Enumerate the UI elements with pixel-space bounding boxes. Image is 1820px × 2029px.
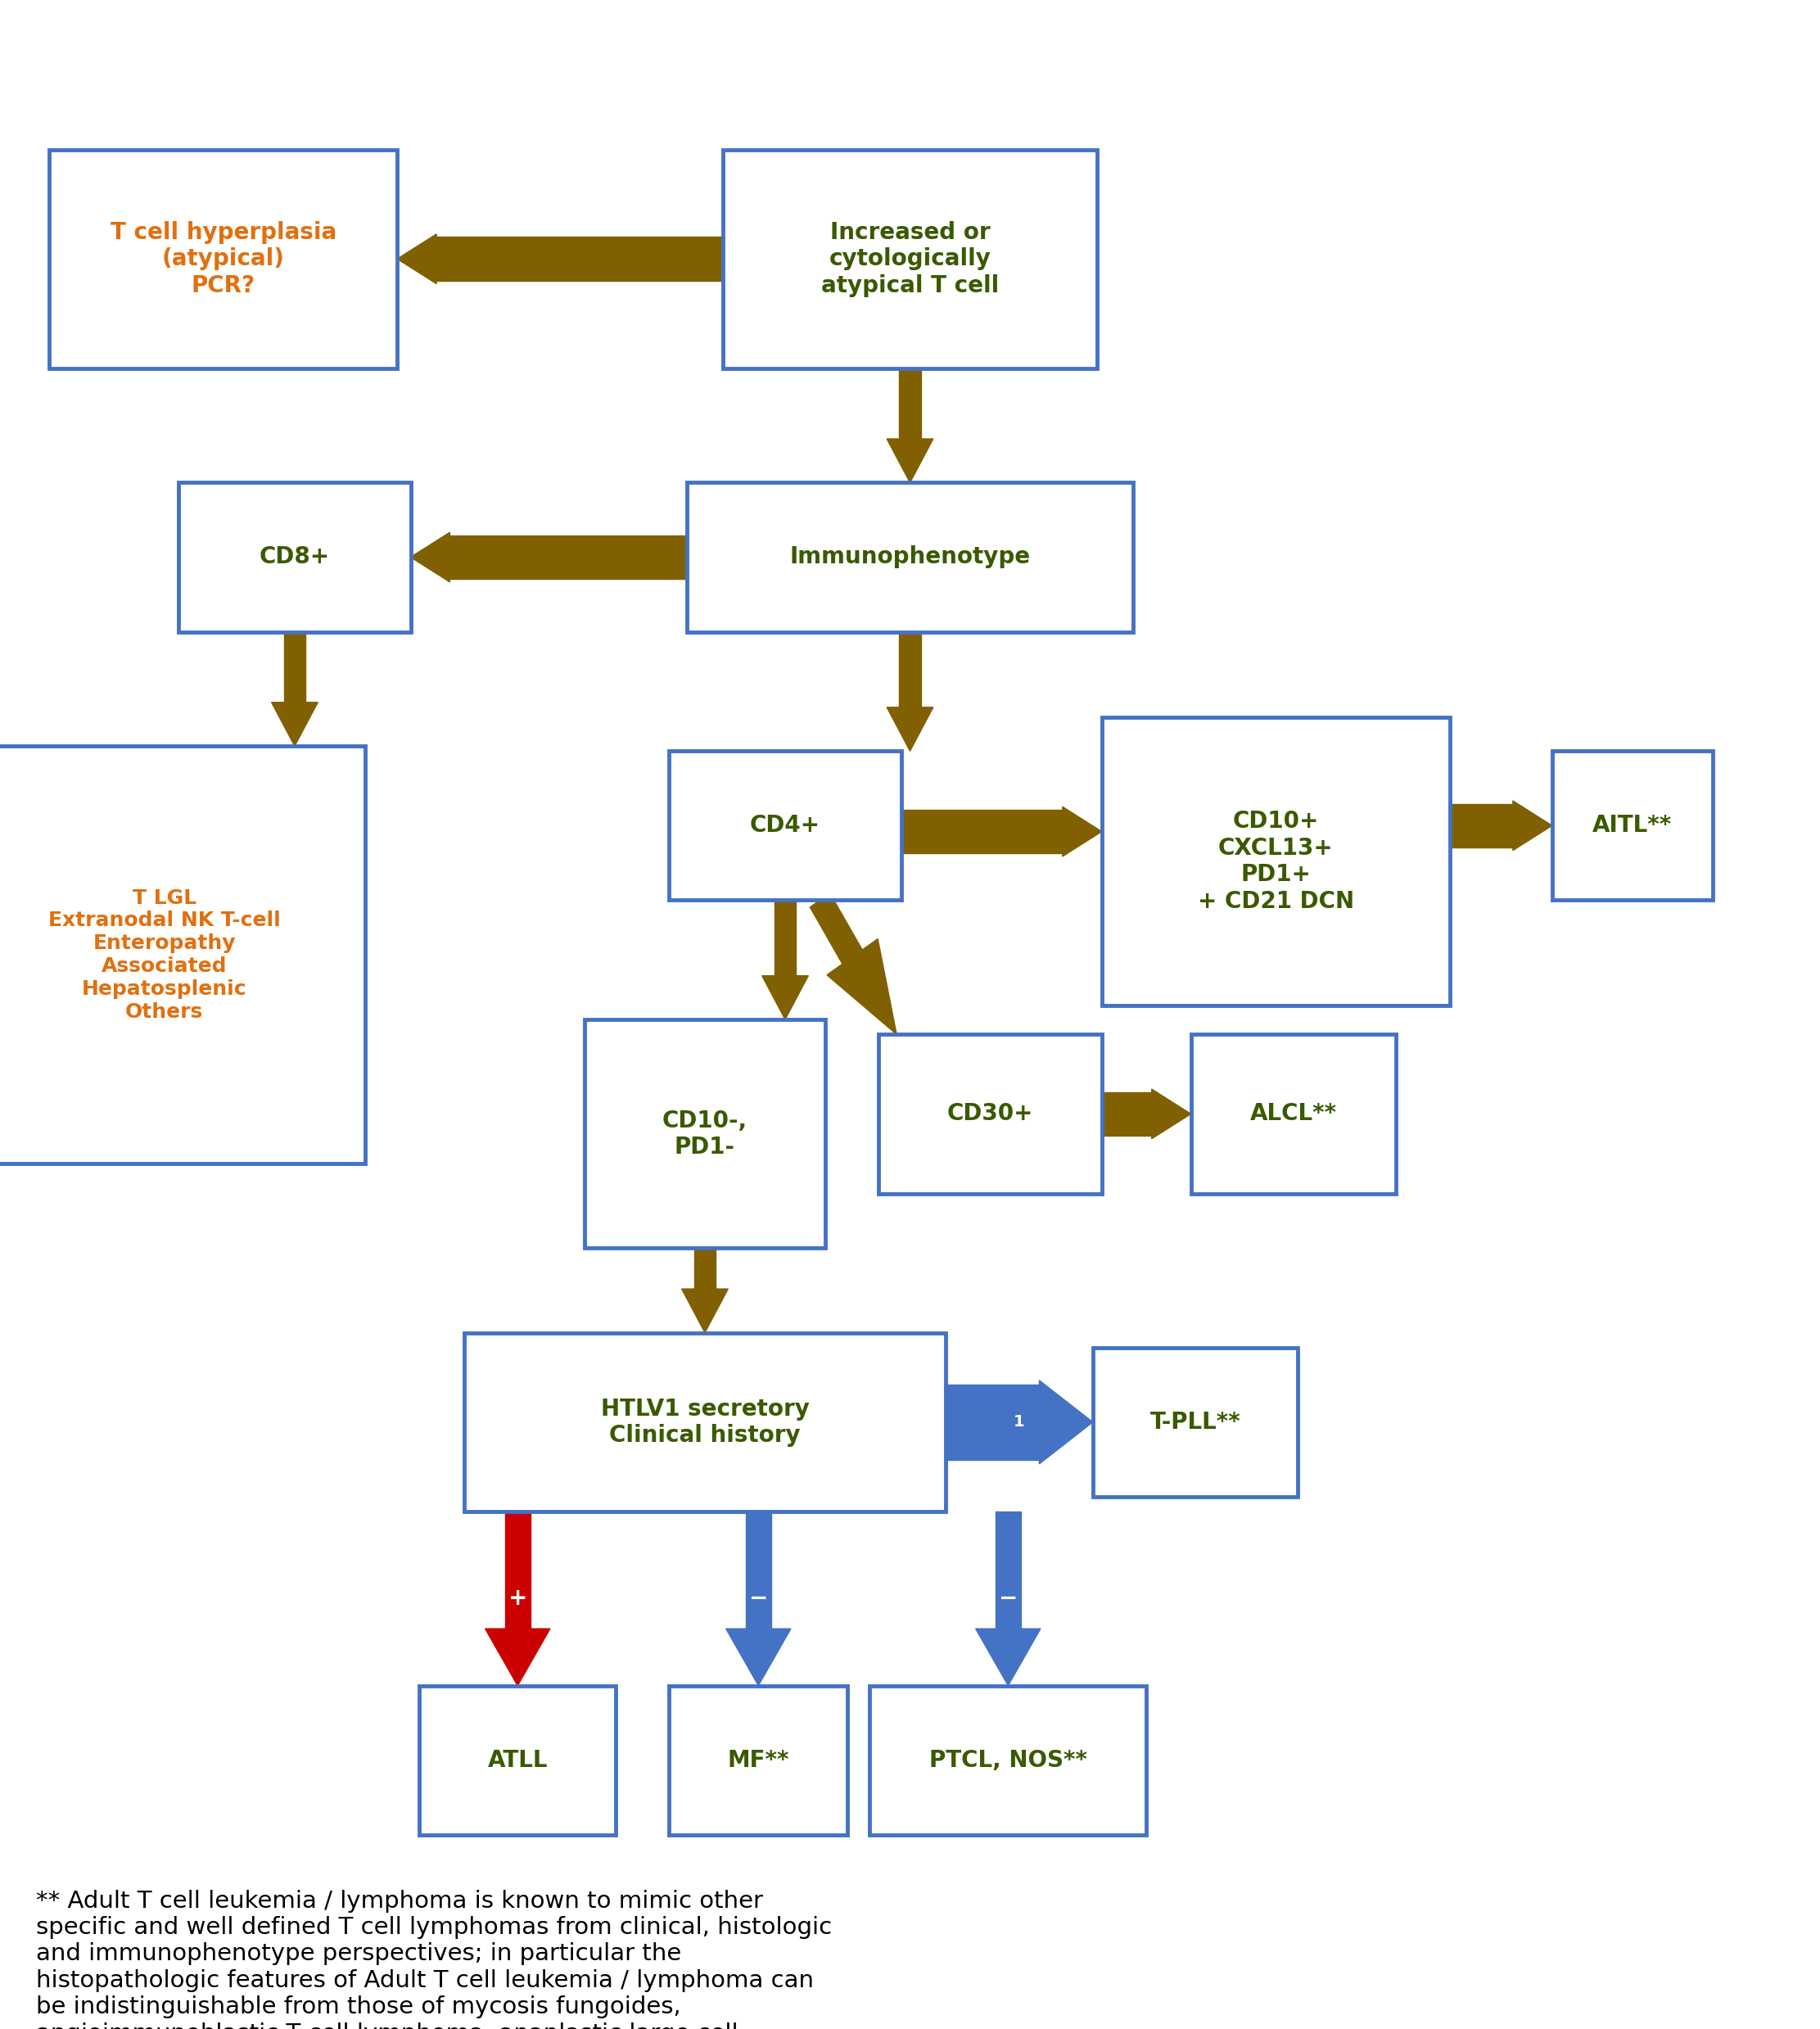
Polygon shape <box>1039 1380 1092 1463</box>
Polygon shape <box>726 1629 792 1686</box>
Polygon shape <box>1063 808 1101 856</box>
Text: HTLV1 secretory
Clinical history: HTLV1 secretory Clinical history <box>601 1398 810 1447</box>
Polygon shape <box>886 438 934 483</box>
Polygon shape <box>1449 803 1512 848</box>
FancyBboxPatch shape <box>870 1686 1147 1834</box>
FancyBboxPatch shape <box>1101 716 1449 1006</box>
Text: 1: 1 <box>1014 1414 1025 1430</box>
Text: Increased or
cytologically
atypical T cell: Increased or cytologically atypical T ce… <box>821 221 999 296</box>
FancyBboxPatch shape <box>670 1686 848 1834</box>
Text: Immunophenotype: Immunophenotype <box>790 546 1030 568</box>
FancyBboxPatch shape <box>584 1019 824 1248</box>
Text: ALCL**: ALCL** <box>1250 1102 1338 1126</box>
Polygon shape <box>826 939 897 1035</box>
Polygon shape <box>271 702 318 747</box>
Text: −: − <box>999 1587 1017 1611</box>
Polygon shape <box>976 1629 1041 1686</box>
Text: T-PLL**: T-PLL** <box>1150 1410 1241 1435</box>
Text: T LGL
Extranodal NK T-cell
Enteropathy
Associated
Hepatosplenic
Others: T LGL Extranodal NK T-cell Enteropathy A… <box>49 889 280 1021</box>
Polygon shape <box>996 1512 1021 1629</box>
Text: MF**: MF** <box>728 1749 790 1771</box>
Text: +: + <box>508 1587 528 1611</box>
Polygon shape <box>437 237 723 280</box>
Polygon shape <box>693 1248 715 1288</box>
Polygon shape <box>397 233 437 284</box>
FancyBboxPatch shape <box>1552 751 1713 901</box>
Text: CD30+: CD30+ <box>946 1102 1034 1126</box>
Text: CD10-,
PD1-: CD10-, PD1- <box>662 1110 748 1159</box>
Text: −: − <box>748 1587 768 1611</box>
Text: ** Adult T cell leukemia / lymphoma is known to mimic other
specific and well de: ** Adult T cell leukemia / lymphoma is k… <box>36 1889 832 2029</box>
FancyBboxPatch shape <box>178 483 411 631</box>
Polygon shape <box>899 631 921 708</box>
Polygon shape <box>1152 1090 1190 1138</box>
Text: CD8+: CD8+ <box>260 546 329 568</box>
Text: ATLL: ATLL <box>488 1749 548 1771</box>
FancyBboxPatch shape <box>670 751 901 901</box>
Polygon shape <box>746 1512 772 1629</box>
FancyBboxPatch shape <box>1190 1035 1396 1193</box>
Text: PTCL, NOS**: PTCL, NOS** <box>928 1749 1087 1771</box>
Text: CD10+
CXCL13+
PD1+
+ CD21 DCN: CD10+ CXCL13+ PD1+ + CD21 DCN <box>1198 810 1354 913</box>
Polygon shape <box>1101 1092 1152 1136</box>
Polygon shape <box>901 810 1063 854</box>
Polygon shape <box>886 708 934 751</box>
Polygon shape <box>810 893 863 964</box>
Polygon shape <box>763 976 808 1019</box>
Polygon shape <box>504 1512 530 1629</box>
Text: AITL**: AITL** <box>1592 814 1673 838</box>
FancyBboxPatch shape <box>1092 1347 1298 1497</box>
FancyBboxPatch shape <box>420 1686 615 1834</box>
Polygon shape <box>411 532 450 582</box>
Text: CD4+: CD4+ <box>750 814 821 838</box>
Polygon shape <box>682 1288 728 1333</box>
FancyBboxPatch shape <box>688 483 1132 631</box>
FancyBboxPatch shape <box>723 150 1097 369</box>
FancyBboxPatch shape <box>879 1035 1101 1193</box>
Polygon shape <box>1512 801 1552 850</box>
FancyBboxPatch shape <box>49 150 397 369</box>
Polygon shape <box>775 901 795 976</box>
Polygon shape <box>284 631 306 702</box>
Polygon shape <box>450 536 688 578</box>
Text: T cell hyperplasia
(atypical)
PCR?: T cell hyperplasia (atypical) PCR? <box>111 221 337 296</box>
Polygon shape <box>486 1629 550 1686</box>
Polygon shape <box>946 1384 1039 1461</box>
FancyBboxPatch shape <box>464 1333 946 1512</box>
Polygon shape <box>899 369 921 438</box>
FancyBboxPatch shape <box>0 747 366 1165</box>
